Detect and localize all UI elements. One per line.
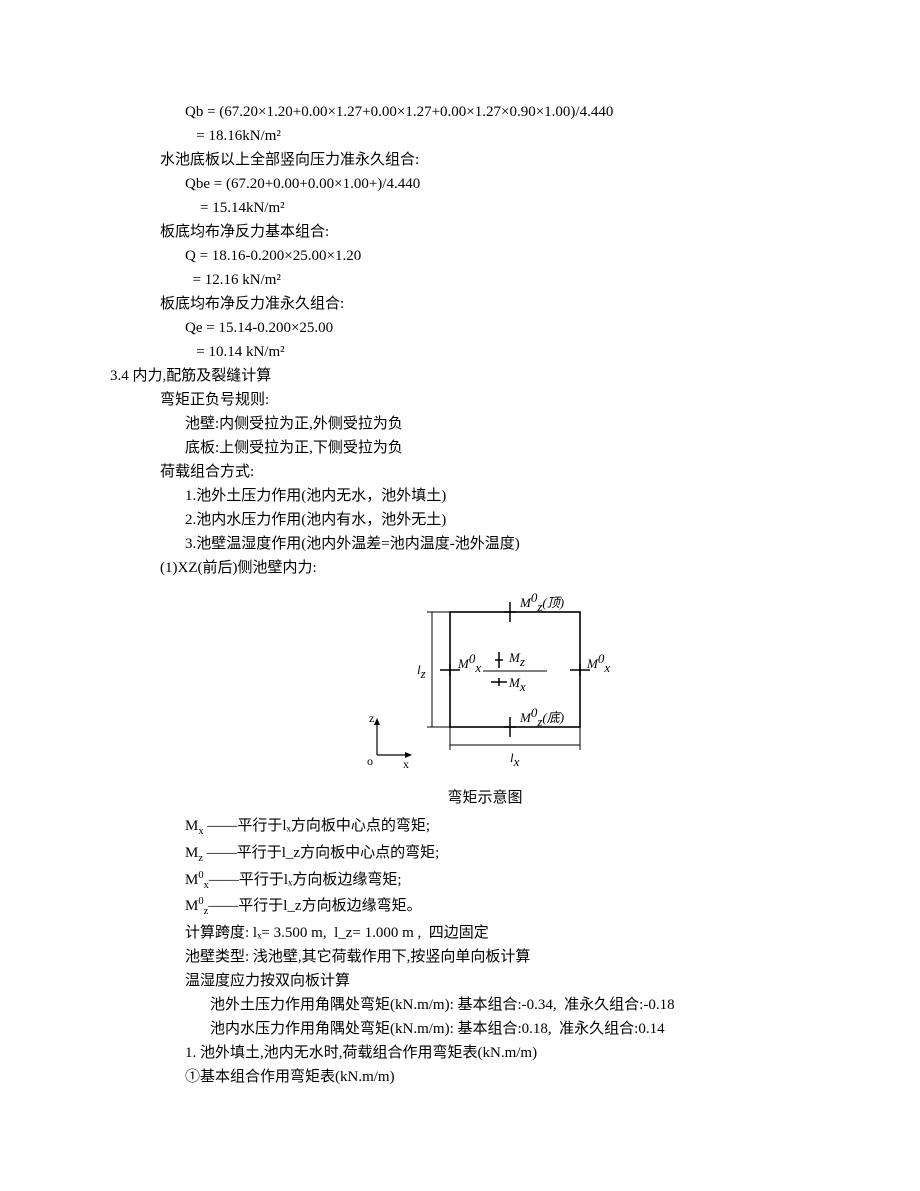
def-mx0: M0x——平行于lₓ方向板边缘弯矩;: [110, 868, 860, 895]
svg-text:M0x: M0x: [457, 651, 481, 675]
section-3-4-title: 3.4 内力,配筋及裂缝计算: [110, 364, 860, 388]
svg-text:Mz: Mz: [508, 650, 525, 669]
qb-expression: Qb = (67.20×1.20+0.00×1.27+0.00×1.27+0.0…: [110, 100, 860, 124]
load-combo-label: 荷载组合方式:: [110, 460, 860, 484]
q-value: = 12.16 kN/m²: [110, 268, 860, 292]
def-mx: Mx ——平行于lₓ方向板中心点的弯矩;: [110, 814, 860, 841]
def-mz0: M0z——平行于l_z方向板边缘弯矩。: [110, 894, 860, 921]
case-1-label: 1. 池外填土,池内无水时,荷载组合作用弯矩表(kN.m/m): [110, 1041, 860, 1065]
svg-text:lz: lz: [417, 662, 426, 681]
svg-text:M0z(顶): M0z(顶): [519, 590, 564, 614]
moment-sign-rule-label: 弯矩正负号规则:: [110, 388, 860, 412]
svg-text:Mx: Mx: [508, 675, 526, 694]
load-combo-1: 1.池外土压力作用(池内无水，池外填土): [110, 484, 860, 508]
xz-wall-force-label: (1)XZ(前后)侧池壁内力:: [110, 556, 860, 580]
moment-diagram: lz lx M0z(顶) M0z(底) M0x M0x Mz Mx z x o: [110, 580, 860, 780]
qbe-expression: Qbe = (67.20+0.00+0.00×1.00+)/4.440: [110, 172, 860, 196]
svg-text:M0z(底): M0z(底): [519, 705, 564, 729]
def-mz: Mz ——平行于l_z方向板中心点的弯矩;: [110, 841, 860, 868]
wall-type: 池壁类型: 浅池壁,其它荷载作用下,按竖向单向板计算: [110, 945, 860, 969]
floor-rule: 底板:上侧受拉为正,下侧受拉为负: [110, 436, 860, 460]
svg-text:M0x: M0x: [586, 651, 610, 675]
svg-text:o: o: [367, 754, 373, 768]
svg-text:z: z: [369, 711, 374, 725]
q-label: 板底均布净反力基本组合:: [110, 220, 860, 244]
qbe-value: = 15.14kN/m²: [110, 196, 860, 220]
qe-value: = 10.14 kN/m²: [110, 340, 860, 364]
wall-rule: 池壁:内侧受拉为正,外侧受拉为负: [110, 412, 860, 436]
svg-text:x: x: [403, 757, 409, 771]
load-combo-3: 3.池壁温湿度作用(池内外温差=池内温度-池外温度): [110, 532, 860, 556]
load-combo-2: 2.池内水压力作用(池内有水，池外无土): [110, 508, 860, 532]
svg-text:lx: lx: [510, 750, 520, 769]
qe-expression: Qe = 15.14-0.200×25.00: [110, 316, 860, 340]
diagram-caption: 弯矩示意图: [110, 786, 860, 810]
span-info: 计算跨度: lₓ= 3.500 m, l_z= 1.000 m , 四边固定: [110, 921, 860, 945]
qb-value: = 18.16kN/m²: [110, 124, 860, 148]
soil-corner-moment: 池外土压力作用角隅处弯矩(kN.m/m): 基本组合:-0.34, 准永久组合:…: [110, 993, 860, 1017]
qe-label: 板底均布净反力准永久组合:: [110, 292, 860, 316]
basic-combo-table-label: ①基本组合作用弯矩表(kN.m/m): [110, 1065, 860, 1089]
water-corner-moment: 池内水压力作用角隅处弯矩(kN.m/m): 基本组合:0.18, 准永久组合:0…: [110, 1017, 860, 1041]
q-expression: Q = 18.16-0.200×25.00×1.20: [110, 244, 860, 268]
temp-humidity-note: 温湿度应力按双向板计算: [110, 969, 860, 993]
qbe-label: 水池底板以上全部竖向压力准永久组合:: [110, 148, 860, 172]
